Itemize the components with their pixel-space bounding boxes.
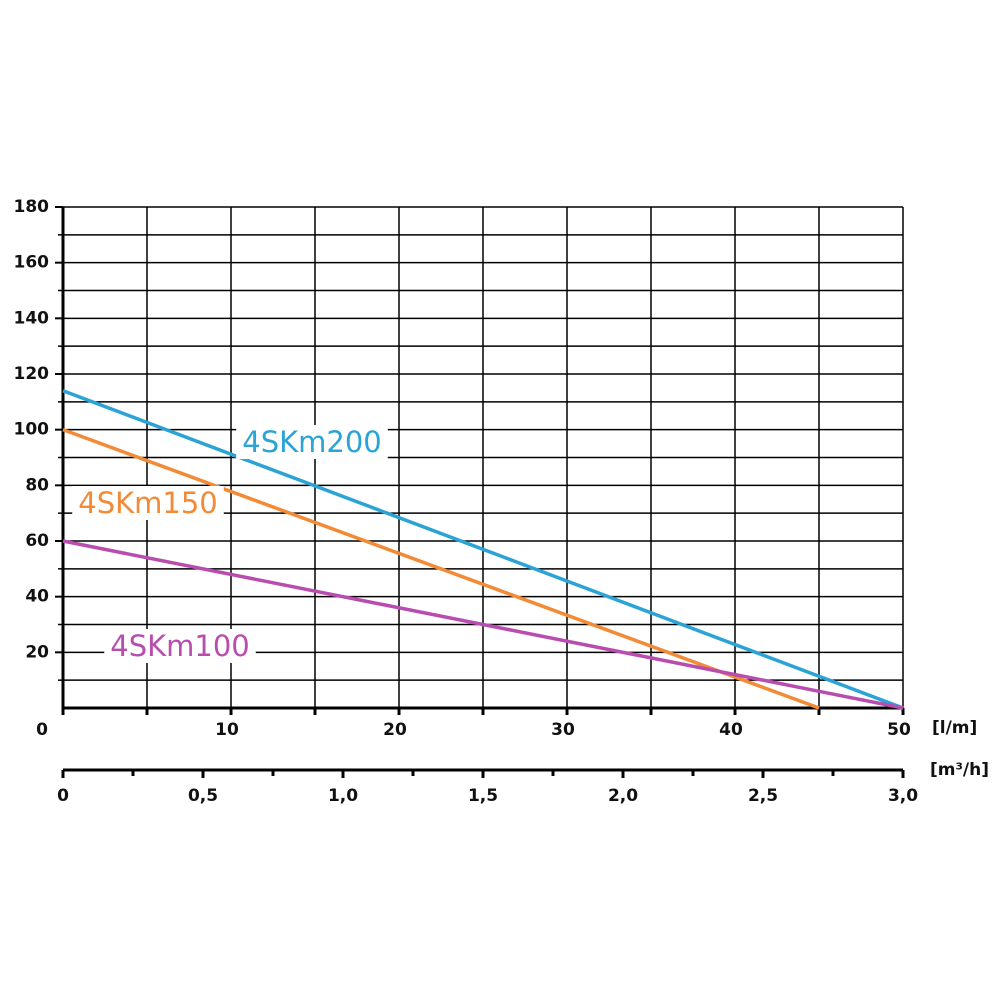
y-tick-label: 40 — [25, 587, 49, 607]
series-label: 4SKm150 — [78, 486, 217, 520]
label-background — [104, 629, 256, 663]
y-tick-label: 120 — [14, 364, 50, 384]
x-tick-label: 30 — [551, 720, 575, 740]
series-label: 4SKm100 — [110, 629, 249, 663]
y-tick-label: 160 — [14, 253, 50, 273]
x-tick-label: 40 — [719, 720, 743, 740]
x-tick-label: 20 — [383, 720, 407, 740]
x2-tick-label: 2,0 — [608, 786, 638, 806]
series-line — [62, 428, 820, 710]
x2-axis-label: [m³/h] — [930, 760, 989, 780]
x2-tick-label: 1,5 — [468, 786, 498, 806]
x-tick-label: 50 — [887, 720, 911, 740]
y-tick-label: 60 — [25, 531, 49, 551]
y-tick-label: 180 — [14, 197, 50, 217]
series-line — [62, 389, 904, 710]
y-tick-label: 20 — [25, 642, 49, 662]
y-tick-label: 80 — [25, 475, 49, 495]
x-tick-label: 10 — [215, 720, 239, 740]
x2-tick-label: 3,0 — [888, 786, 918, 806]
x2-tick-label: 0 — [57, 786, 69, 806]
series-line — [62, 539, 904, 710]
label-background — [72, 486, 224, 520]
label-background — [236, 425, 388, 459]
x-axis-label: [l/m] — [932, 718, 977, 738]
x2-tick-label: 2,5 — [748, 786, 778, 806]
y-tick-label: 140 — [14, 308, 50, 328]
series-label: 4SKm200 — [242, 425, 381, 459]
y-tick-label: 100 — [14, 420, 50, 440]
x-tick-label: 0 — [36, 720, 48, 740]
x2-tick-label: 0,5 — [188, 786, 218, 806]
x2-tick-label: 1,0 — [328, 786, 358, 806]
